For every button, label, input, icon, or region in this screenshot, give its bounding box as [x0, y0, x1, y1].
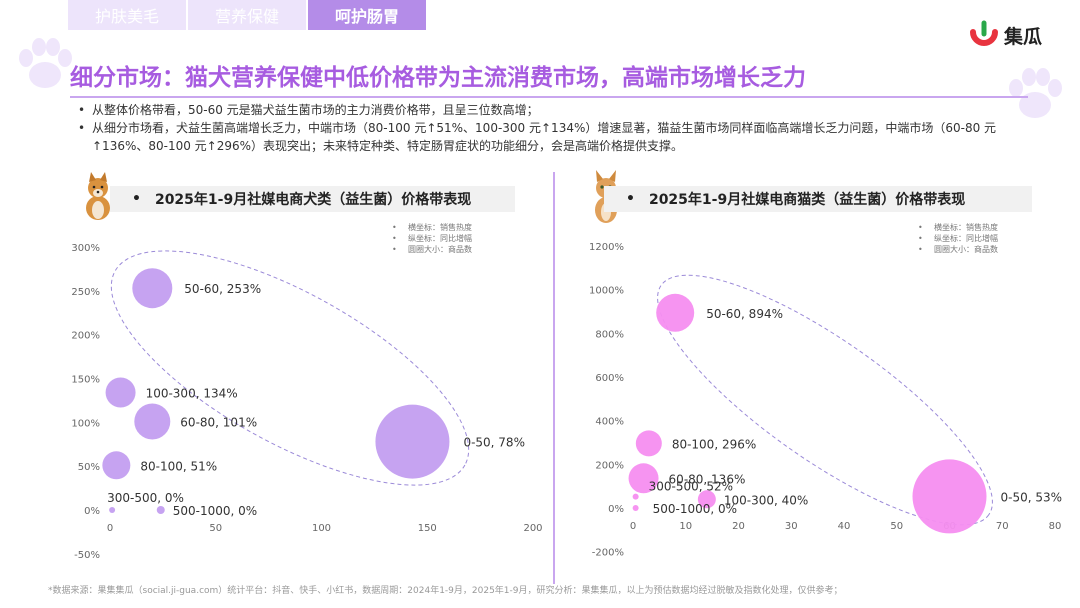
cat-y-tick-label: -200%	[592, 548, 624, 559]
cat-bubble-label: 300-500, 52%	[649, 480, 733, 494]
legend-size: 圆圈大小：商品数	[934, 245, 998, 254]
cat-chart-title: • 2025年1-9月社媒电商猫类（益生菌）价格带表现	[604, 186, 1032, 212]
cat-bubble-label: 500-1000, 0%	[653, 502, 737, 516]
dog-y-tick-label: 0%	[84, 506, 100, 517]
dog-x-tick-label: 150	[418, 523, 437, 534]
cat-bubble-label: 100-300, 40%	[724, 493, 808, 507]
dog-bubble-label: 100-300, 134%	[146, 387, 238, 401]
cat-chart-title-text: 2025年1-9月社媒电商猫类（益生菌）价格带表现	[648, 192, 966, 208]
dog-x-tick-label: 200	[523, 523, 542, 534]
dog-bubble-label: 300-500, 0%	[107, 491, 184, 505]
cat-x-tick-label: 50	[890, 521, 903, 532]
dog-bubble	[156, 506, 165, 514]
dog-y-tick-label: 50%	[78, 462, 100, 473]
tab-skin-coat[interactable]: 护肤美毛	[68, 0, 186, 30]
dog-bubble-label: 500-1000, 0%	[173, 504, 257, 518]
dog-y-tick-label: 250%	[71, 287, 100, 298]
dog-y-tick-label: 200%	[71, 331, 100, 342]
dog-bubble-label: 0-50, 78%	[463, 436, 525, 450]
dog-bubble	[109, 507, 116, 513]
legend-x: 横坐标：销售热度	[408, 223, 472, 232]
cat-chart-legend: • 横坐标：销售热度 • 纵坐标：同比增幅 • 圆圈大小：商品数	[918, 223, 998, 254]
legend-x: 横坐标：销售热度	[934, 223, 998, 232]
dog-highlight-ellipse	[110, 250, 470, 486]
dog-y-tick-label: 300%	[71, 243, 100, 254]
logo-icon	[969, 20, 998, 46]
cat-bubble-label: 80-100, 296%	[672, 437, 756, 451]
tab-nutrition[interactable]: 营养保健	[188, 0, 306, 30]
dog-x-tick-label: 0	[107, 523, 113, 534]
cat-y-tick-label: 200%	[595, 460, 624, 471]
dog-chart-title: • 2025年1-9月社媒电商犬类（益生菌）价格带表现	[110, 186, 515, 212]
dog-y-tick-label: -50%	[74, 550, 100, 561]
cat-highlight-ellipse	[657, 274, 993, 526]
summary-bullets: 从整体价格带看，50-60 元是猫犬益生菌市场的主力消费价格带，且呈三位数高增；…	[78, 101, 1028, 155]
cat-bubble	[912, 459, 987, 534]
cat-bubble	[628, 463, 659, 494]
cat-x-tick-label: 20	[732, 521, 745, 532]
cat-bubble-label: 0-50, 53%	[1001, 490, 1063, 504]
dog-bubble-label: 50-60, 253%	[184, 282, 261, 296]
page-title: 细分市场：猫犬营养保健中低价格带为主流消费市场，高端市场增长乏力	[70, 65, 806, 91]
dog-chart-legend: • 横坐标：销售热度 • 纵坐标：同比增幅 • 圆圈大小：商品数	[392, 223, 472, 254]
summary-bullet: 从细分市场看，犬益生菌高端增长乏力，中端市场（80-100 元↑51%、100-…	[78, 119, 1028, 155]
dog-x-tick-label: 100	[312, 523, 331, 534]
cat-x-tick-label: 0	[630, 521, 636, 532]
cat-bubble-label: 50-60, 894%	[706, 307, 783, 321]
logo-text: 集瓜	[1003, 25, 1042, 48]
dog-bubble	[132, 268, 173, 309]
data-source-note: *数据来源：果集集瓜（social.ji-gua.com）统计平台：抖音、快手、…	[48, 586, 843, 596]
dog-bubble	[134, 403, 171, 440]
cat-x-tick-label: 40	[838, 521, 851, 532]
panel-divider	[553, 172, 555, 584]
cat-bubble	[632, 493, 639, 500]
cat-x-tick-label: 70	[996, 521, 1009, 532]
dog-bubble-label: 60-80, 101%	[180, 415, 257, 429]
cat-x-tick-label: 10	[679, 521, 692, 532]
cat-bubble	[697, 490, 716, 509]
dog-icon	[86, 172, 110, 220]
cat-y-tick-label: 1000%	[589, 286, 624, 297]
legend-y: 纵坐标：同比增幅	[408, 234, 472, 243]
cat-y-tick-label: 600%	[595, 373, 624, 384]
dog-y-tick-label: 100%	[71, 418, 100, 429]
dog-bubble	[102, 451, 131, 480]
cat-bubble	[635, 430, 662, 457]
cat-bubble-label: 60-80, 136%	[669, 472, 746, 486]
dog-chart-title-text: 2025年1-9月社媒电商犬类（益生菌）价格带表现	[154, 192, 472, 208]
cat-bubble	[656, 293, 695, 332]
tab-gut-care[interactable]: 呵护肠胃	[308, 0, 426, 30]
dog-bubble-label: 80-100, 51%	[140, 459, 217, 473]
legend-y: 纵坐标：同比增幅	[934, 234, 998, 243]
cat-x-tick-label: 30	[785, 521, 798, 532]
dog-bubble	[105, 377, 136, 408]
cat-x-tick-label: 80	[1049, 521, 1062, 532]
cat-y-tick-label: 800%	[595, 329, 624, 340]
legend-size: 圆圈大小：商品数	[408, 245, 472, 254]
brand-logo: 集瓜	[969, 20, 1042, 50]
cat-y-tick-label: 0%	[608, 504, 624, 515]
paw-watermark-icon	[19, 38, 72, 88]
cat-y-tick-label: 400%	[595, 417, 624, 428]
category-tabs: 护肤美毛 营养保健 呵护肠胃	[68, 0, 428, 30]
dog-x-tick-label: 50	[209, 523, 222, 534]
summary-bullet: 从整体价格带看，50-60 元是猫犬益生菌市场的主力消费价格带，且呈三位数高增；	[78, 101, 1028, 119]
cat-bubble	[632, 505, 639, 511]
dog-y-tick-label: 150%	[71, 375, 100, 386]
title-underline	[70, 96, 1028, 98]
dog-bubble	[375, 404, 450, 479]
cat-y-tick-label: 1200%	[589, 242, 624, 253]
